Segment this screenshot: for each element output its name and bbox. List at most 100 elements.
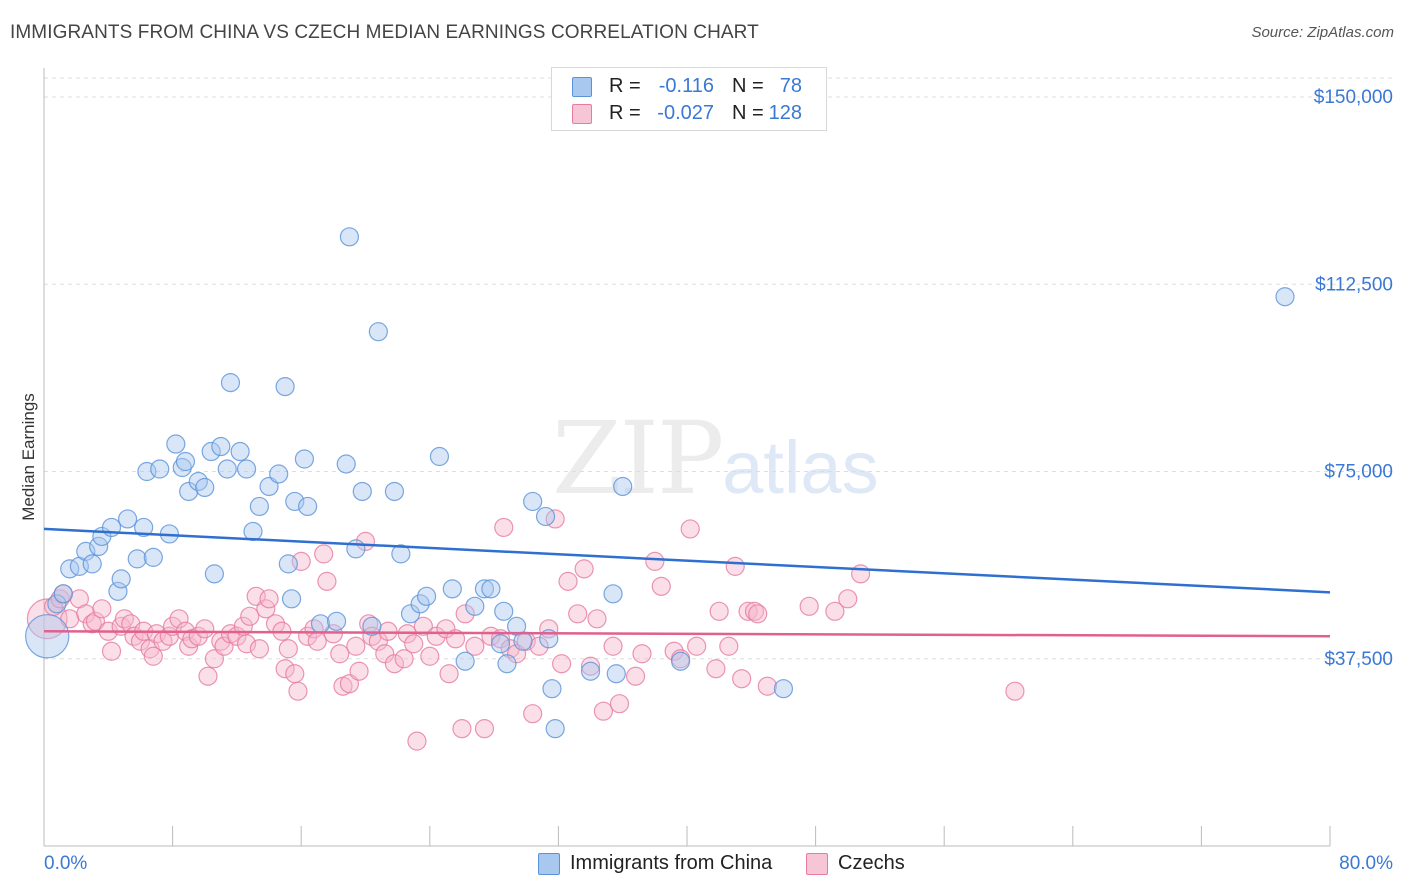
czech-point xyxy=(236,634,257,654)
legend-row-czech: R = -0.027 N = 128 xyxy=(552,99,826,127)
czech-point xyxy=(394,649,414,669)
czech-point xyxy=(26,598,68,640)
china-point xyxy=(339,227,360,247)
czech-point xyxy=(445,629,466,649)
china-point xyxy=(298,496,318,517)
china-point xyxy=(211,436,231,457)
czech-point xyxy=(143,646,163,666)
czech-point xyxy=(346,636,366,656)
china-point xyxy=(400,604,421,624)
czech-point xyxy=(1005,681,1025,701)
r-value: -0.116 xyxy=(658,75,714,97)
china-point xyxy=(429,446,450,467)
axes xyxy=(43,68,1331,847)
china-point xyxy=(670,651,691,671)
source-label: Source: ZipAtlas.com xyxy=(1251,24,1394,41)
czech-point xyxy=(757,676,777,696)
czech-point xyxy=(609,694,630,714)
n-value: 128 xyxy=(768,102,802,124)
china-point xyxy=(368,322,388,342)
china-point xyxy=(111,569,131,589)
czech-trend-line xyxy=(43,630,1331,638)
czech-point xyxy=(288,681,308,701)
zipatlas-watermark: ZIPatlas xyxy=(552,400,879,517)
czech-point xyxy=(651,576,671,596)
czech-point xyxy=(404,634,424,654)
n-value: 78 xyxy=(779,75,802,97)
china-point xyxy=(603,584,623,604)
china-point xyxy=(455,651,475,671)
legend-row-china: R = -0.116 N = 78 xyxy=(552,72,826,100)
czech-point xyxy=(574,559,594,579)
china-point xyxy=(127,549,147,569)
czech-point xyxy=(494,517,514,538)
chart-title: IMMIGRANTS FROM CHINA VS CZECH MEDIAN EA… xyxy=(10,22,759,43)
czech-point xyxy=(552,654,572,674)
china-point xyxy=(236,459,257,479)
czech-point xyxy=(474,719,495,739)
czech-point xyxy=(732,669,752,689)
legend-label-czech: Czechs xyxy=(838,852,905,874)
china-point xyxy=(416,586,437,606)
china-point xyxy=(481,579,501,599)
china-point xyxy=(513,631,533,651)
china-point xyxy=(474,579,495,599)
correlation-legend: R = -0.116 N = 78 R = -0.027 N = 128 xyxy=(551,67,827,131)
china-point xyxy=(278,554,298,574)
series-legend: Immigrants from China Czechs xyxy=(0,852,1406,878)
china-point xyxy=(346,539,366,559)
x-tick-label-min: 0.0% xyxy=(44,853,87,874)
czech-point xyxy=(687,636,707,656)
china-point xyxy=(175,451,196,472)
china-swatch xyxy=(538,853,560,875)
czech-swatch xyxy=(806,853,828,875)
czech-point xyxy=(680,519,700,539)
czech-point xyxy=(384,654,405,674)
czech-point xyxy=(799,596,819,616)
czech-point xyxy=(632,644,652,664)
china-point xyxy=(53,584,73,604)
china-point xyxy=(336,454,356,474)
czech-point xyxy=(558,571,578,591)
y-axis-label: Median Earnings xyxy=(19,393,38,521)
china-point xyxy=(143,547,163,567)
n-label: N = xyxy=(732,102,764,124)
china-point xyxy=(150,459,170,479)
czech-points xyxy=(26,509,1025,751)
china-point xyxy=(490,634,511,654)
china-point xyxy=(613,476,633,497)
china-point xyxy=(166,434,186,454)
china-point xyxy=(220,373,241,393)
china-point xyxy=(465,596,485,616)
czech-point xyxy=(169,609,189,629)
czech-point xyxy=(420,646,440,666)
legend-label-china: Immigrants from China xyxy=(570,852,773,874)
czech-point xyxy=(82,614,102,634)
china-point xyxy=(204,564,224,584)
czech-point xyxy=(375,644,395,664)
czech-point xyxy=(323,624,343,644)
china-point xyxy=(249,496,270,517)
y-tick-label: $75,000 xyxy=(1324,462,1393,483)
czech-point xyxy=(275,659,295,679)
r-label: R = xyxy=(609,102,641,124)
china-point xyxy=(580,661,601,681)
czech-point xyxy=(838,589,858,609)
czech-point xyxy=(523,704,543,724)
grid-lines xyxy=(44,77,1395,660)
china-point xyxy=(1275,287,1295,307)
r-value: -0.027 xyxy=(657,102,714,124)
china-point xyxy=(201,441,221,462)
china-point xyxy=(384,481,405,502)
china-point xyxy=(117,509,138,529)
czech-point xyxy=(603,636,623,656)
china-point xyxy=(76,541,96,561)
czech-point xyxy=(744,601,765,621)
china-point xyxy=(230,441,250,462)
czech-point xyxy=(725,556,745,576)
china-point xyxy=(179,481,199,502)
china-point xyxy=(326,611,347,631)
czech-point xyxy=(307,631,327,651)
china-point xyxy=(134,517,154,538)
